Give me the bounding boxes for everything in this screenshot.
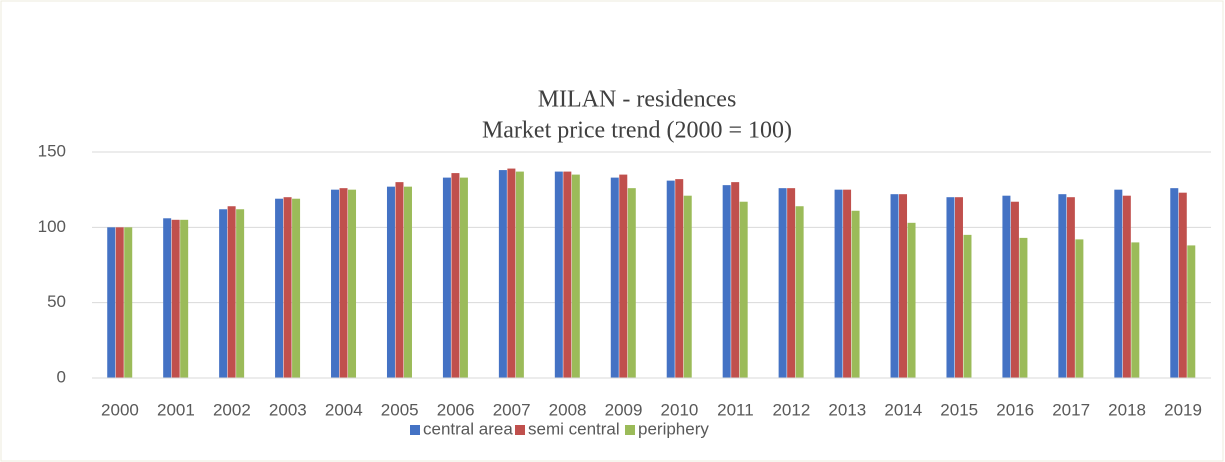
x-tick-label: 2012 xyxy=(772,400,810,419)
bar xyxy=(1122,195,1131,378)
bar xyxy=(1002,195,1011,378)
x-tick-label: 2005 xyxy=(381,400,419,419)
bar xyxy=(115,227,124,378)
bar xyxy=(890,194,899,378)
x-tick-label: 2016 xyxy=(996,400,1034,419)
bar xyxy=(219,209,228,378)
bar xyxy=(107,227,116,378)
bar xyxy=(292,198,301,378)
bar xyxy=(619,174,628,378)
x-tick-label: 2006 xyxy=(437,400,475,419)
legend-swatch xyxy=(410,425,420,435)
bar xyxy=(498,170,507,378)
x-tick-label: 2014 xyxy=(884,400,922,419)
x-tick-label: 2001 xyxy=(157,400,195,419)
bar xyxy=(442,177,451,378)
bar xyxy=(1170,188,1179,378)
x-tick-label: 2015 xyxy=(940,400,978,419)
bar xyxy=(610,177,619,378)
bar xyxy=(1075,239,1084,378)
bar xyxy=(451,173,460,378)
bar xyxy=(571,174,580,378)
bar xyxy=(331,189,340,378)
bar xyxy=(339,188,348,378)
bar xyxy=(683,195,692,378)
bar xyxy=(1058,194,1067,378)
bar xyxy=(778,188,787,378)
x-tick-label: 2017 xyxy=(1052,400,1090,419)
bar xyxy=(459,177,468,378)
bar xyxy=(227,206,236,378)
bar xyxy=(843,189,852,378)
x-tick-label: 2000 xyxy=(101,400,139,419)
bar xyxy=(675,179,684,378)
x-tick-label: 2004 xyxy=(325,400,363,419)
bar xyxy=(795,206,804,378)
bar xyxy=(283,197,292,378)
legend-label: semi central xyxy=(528,419,620,438)
bar xyxy=(963,234,972,378)
bar xyxy=(946,197,955,378)
bar xyxy=(171,219,180,378)
bar xyxy=(899,194,908,378)
bar xyxy=(731,182,740,378)
bar xyxy=(627,188,636,378)
x-tick-label: 2019 xyxy=(1164,400,1202,419)
bar xyxy=(834,189,843,378)
x-tick-label: 2008 xyxy=(549,400,587,419)
x-tick-label: 2013 xyxy=(828,400,866,419)
bar xyxy=(515,171,524,378)
bar xyxy=(851,210,860,378)
y-tick-label: 150 xyxy=(38,141,66,160)
chart-subtitle: Market price trend (2000 = 100) xyxy=(482,118,792,144)
bar xyxy=(1019,237,1028,378)
x-tick-label: 2010 xyxy=(661,400,699,419)
legend-label: periphery xyxy=(638,419,709,438)
bar xyxy=(348,189,357,378)
bar xyxy=(180,219,189,378)
bar xyxy=(395,182,404,378)
bar xyxy=(1187,245,1196,378)
y-tick-label: 0 xyxy=(57,367,66,386)
y-tick-label: 100 xyxy=(38,217,66,236)
bar xyxy=(554,171,563,378)
x-tick-label: 2018 xyxy=(1108,400,1146,419)
bar xyxy=(722,185,731,378)
bar xyxy=(954,197,963,378)
bar xyxy=(236,209,245,378)
bar xyxy=(787,188,796,378)
bar xyxy=(666,180,675,378)
bar xyxy=(163,218,172,378)
x-tick-label: 2011 xyxy=(717,400,754,419)
bar xyxy=(563,171,572,378)
bar xyxy=(907,222,916,378)
y-tick-label: 50 xyxy=(47,292,66,311)
x-tick-label: 2009 xyxy=(605,400,643,419)
bar xyxy=(739,201,748,378)
x-tick-label: 2003 xyxy=(269,400,307,419)
bar xyxy=(1010,201,1019,378)
legend-label: central area xyxy=(423,419,513,438)
bar xyxy=(386,186,395,378)
bar xyxy=(1066,197,1075,378)
legend-swatch xyxy=(515,425,525,435)
x-tick-label: 2002 xyxy=(213,400,251,419)
chart-title: MILAN - residences xyxy=(538,87,737,113)
legend-swatch xyxy=(625,425,635,435)
bar xyxy=(1178,192,1187,378)
bar xyxy=(1131,242,1140,378)
bar xyxy=(507,168,516,378)
bar xyxy=(1114,189,1123,378)
x-tick-label: 2007 xyxy=(493,400,531,419)
bar xyxy=(403,186,412,378)
bar xyxy=(275,198,284,378)
bar xyxy=(124,227,133,378)
